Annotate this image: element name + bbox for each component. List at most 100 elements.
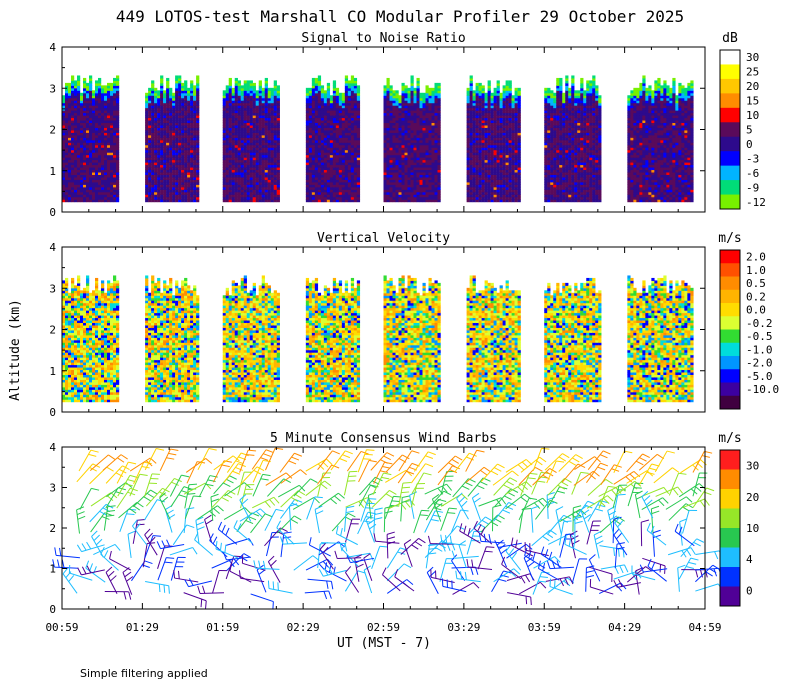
heatmap-cell: [163, 147, 167, 151]
heatmap-cell: [243, 164, 247, 168]
heatmap-cell: [222, 152, 226, 156]
heatmap-cell: [80, 105, 84, 109]
heatmap-cell: [267, 127, 271, 131]
heatmap-cell: [154, 117, 158, 121]
heatmap-cell: [89, 102, 93, 106]
heatmap-cell: [222, 120, 226, 124]
heatmap-cell: [148, 147, 152, 151]
heatmap-cell: [86, 112, 90, 116]
heatmap-cell: [178, 117, 182, 121]
heatmap-cell: [314, 112, 319, 116]
heatmap-cell: [311, 142, 316, 146]
heatmap-cell: [193, 179, 197, 183]
heatmap-cell: [65, 174, 69, 178]
heatmap-cell: [172, 199, 176, 203]
heatmap-cell: [83, 127, 87, 131]
heatmap-cell: [308, 162, 313, 166]
heatmap-cell: [240, 181, 244, 185]
heatmap-cell: [225, 176, 229, 180]
heatmap-cell: [181, 137, 185, 141]
heatmap-cell: [181, 174, 185, 178]
heatmap-cell: [92, 122, 96, 126]
heatmap-cell: [89, 184, 93, 188]
heatmap-cell: [264, 80, 268, 84]
heatmap-cell: [317, 152, 322, 156]
heatmap-cell: [228, 176, 232, 180]
heatmap-cell: [172, 196, 176, 200]
heatmap-cell: [145, 97, 149, 101]
heatmap-cell: [332, 164, 337, 168]
heatmap-cell: [311, 189, 316, 193]
heatmap-cell: [276, 162, 280, 166]
heatmap-cell: [314, 152, 319, 156]
heatmap-cell: [95, 120, 99, 124]
heatmap-cell: [258, 97, 262, 101]
heatmap-cell: [98, 191, 102, 195]
heatmap-cell: [246, 176, 250, 180]
heatmap-cell: [178, 147, 182, 151]
heatmap-cell: [249, 90, 253, 94]
heatmap-cell: [261, 159, 265, 163]
heatmap-cell: [71, 167, 75, 171]
heatmap-cell: [255, 117, 259, 121]
heatmap-cell: [86, 167, 90, 171]
heatmap-cell: [116, 186, 120, 190]
heatmap-cell: [175, 102, 179, 106]
heatmap-cell: [116, 194, 120, 198]
heatmap-cell: [184, 80, 188, 84]
heatmap-cell: [83, 147, 87, 151]
heatmap-cell: [148, 174, 152, 178]
heatmap-cell: [222, 117, 226, 121]
heatmap-cell: [110, 149, 114, 153]
heatmap-cell: [80, 157, 84, 161]
heatmap-cell: [116, 80, 120, 84]
heatmap-cell: [234, 85, 238, 89]
heatmap-cell: [243, 174, 247, 178]
heatmap-cell: [329, 191, 334, 195]
heatmap-cell: [317, 110, 322, 114]
heatmap-cell: [110, 117, 114, 121]
heatmap-cell: [329, 167, 334, 171]
heatmap-cell: [98, 95, 102, 99]
heatmap-cell: [163, 167, 167, 171]
heatmap-cell: [276, 152, 280, 156]
heatmap-cell: [240, 159, 244, 163]
heatmap-cell: [326, 149, 331, 153]
heatmap-cell: [308, 127, 313, 131]
heatmap-cell: [326, 159, 331, 163]
heatmap-cell: [184, 169, 188, 173]
heatmap-cell: [160, 169, 164, 173]
heatmap-cell: [80, 122, 84, 126]
heatmap-cell: [148, 100, 152, 104]
heatmap-cell: [311, 171, 316, 175]
heatmap-cell: [110, 107, 114, 111]
heatmap-cell: [326, 85, 331, 89]
heatmap-cell: [252, 149, 256, 153]
heatmap-cell: [332, 157, 337, 161]
heatmap-cell: [308, 112, 313, 116]
heatmap-cell: [89, 147, 93, 151]
heatmap-cell: [175, 191, 179, 195]
heatmap-cell: [95, 179, 99, 183]
heatmap-cell: [225, 171, 229, 175]
heatmap-cell: [190, 159, 194, 163]
heatmap-cell: [240, 87, 244, 91]
heatmap-cell: [273, 154, 277, 158]
heatmap-cell: [311, 181, 316, 185]
heatmap-cell: [332, 169, 337, 173]
heatmap-cell: [267, 105, 271, 109]
heatmap-cell: [104, 107, 108, 111]
heatmap-cell: [154, 152, 158, 156]
heatmap-cell: [222, 196, 226, 200]
heatmap-cell: [332, 184, 337, 188]
heatmap-cell: [89, 149, 93, 153]
heatmap-cell: [320, 110, 325, 114]
heatmap-cell: [83, 189, 87, 193]
heatmap-cell: [258, 184, 262, 188]
heatmap-cell: [231, 169, 235, 173]
heatmap-cell: [413, 87, 417, 91]
heatmap-cell: [317, 117, 322, 121]
heatmap-cell: [71, 139, 75, 143]
heatmap-cell: [276, 147, 280, 151]
heatmap-cell: [261, 139, 265, 143]
